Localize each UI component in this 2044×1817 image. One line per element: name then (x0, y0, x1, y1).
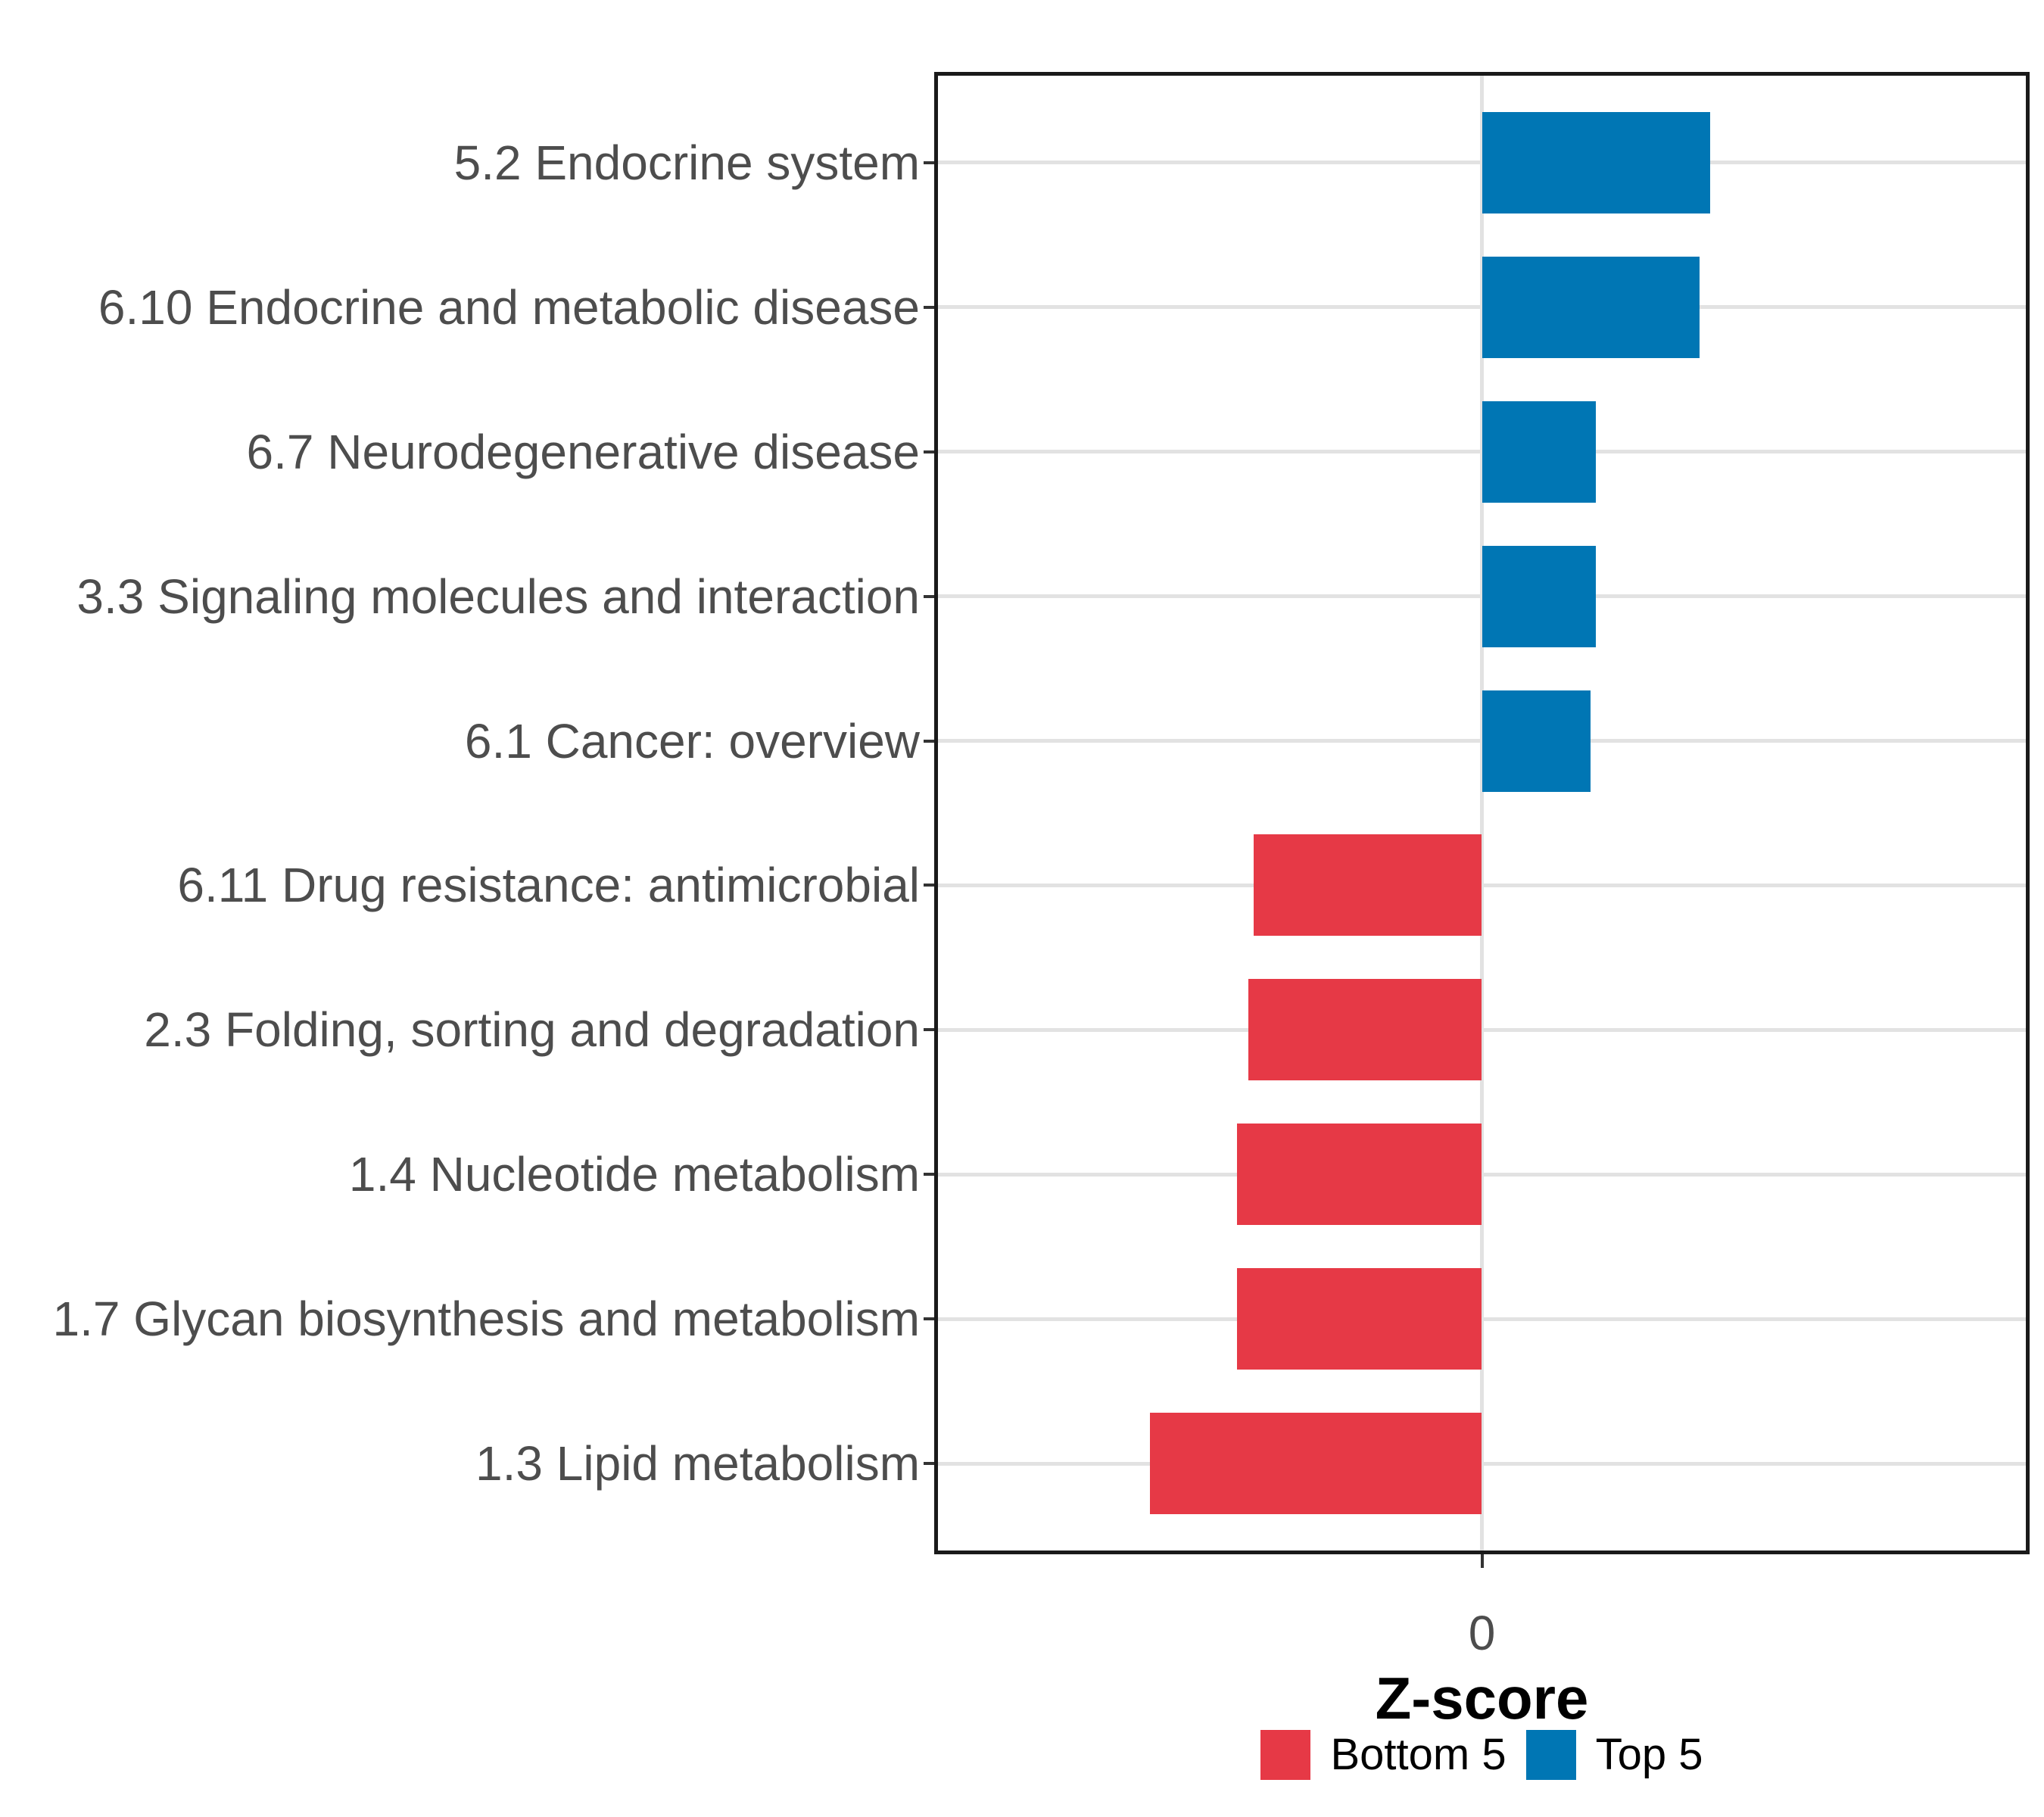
bar-6 (1253, 834, 1482, 937)
plot-panel: 0 Z-score 5.2 Endocrine system 6.10 Endoc… (53, 72, 2030, 1731)
y-axis-tick (924, 594, 934, 598)
bar-7 (1248, 979, 1482, 1081)
bar-5 (1482, 690, 1591, 792)
zero-gridline (1480, 76, 1484, 1551)
y-axis-tick (924, 305, 934, 309)
legend: Bottom 5 Top 5 (938, 1730, 2026, 1780)
bar-3 (1482, 400, 1597, 503)
y-axis-label: 6.1 Cancer: overview (464, 713, 920, 768)
legend-label-bottom5: Bottom 5 (1330, 1730, 1507, 1779)
bar-1 (1482, 111, 1711, 213)
y-gridline (938, 883, 2026, 887)
y-axis-tick (924, 1462, 934, 1466)
bar-10 (1150, 1413, 1482, 1515)
legend-label-top5: Top 5 (1595, 1730, 1703, 1779)
y-gridline (938, 1317, 2026, 1321)
legend-key-bottom5-swatch (1260, 1730, 1311, 1780)
y-axis-tick (924, 739, 934, 743)
y-axis-label: 1.3 Lipid metabolism (475, 1436, 920, 1491)
y-axis-tick (924, 1028, 934, 1032)
y-gridline (938, 1461, 2026, 1466)
y-axis-tick (924, 1173, 934, 1177)
y-axis-label: 6.10 Endocrine and metabolic disease (98, 279, 920, 335)
y-gridline (938, 1172, 2026, 1177)
y-axis-label: 2.3 Folding, sorting and degradation (144, 1002, 920, 1058)
y-axis-tick (924, 884, 934, 887)
y-axis-tick (924, 161, 934, 164)
y-gridline (938, 1027, 2026, 1032)
y-axis-label: 3.3 Signaling molecules and interaction (76, 569, 920, 624)
legend-key-top5-swatch (1525, 1730, 1576, 1780)
y-axis-label: 5.2 Endocrine system (453, 135, 920, 190)
y-axis-label: 6.7 Neurodegenerative disease (246, 424, 921, 479)
x-axis-tick-label-zero: 0 (1468, 1606, 1496, 1660)
bar-8 (1237, 1124, 1482, 1226)
x-axis-tick (1480, 1554, 1484, 1568)
y-axis-label: 1.7 Glycan biosynthesis and metabolism (52, 1292, 920, 1347)
y-axis-tick (924, 1317, 934, 1321)
x-axis-title: Z-score (1375, 1665, 1589, 1731)
y-axis-tick (924, 450, 934, 453)
bar-4 (1482, 545, 1597, 647)
bar-9 (1237, 1268, 1482, 1370)
bar-2 (1482, 256, 1700, 358)
y-axis-label: 6.11 Drug resistance: antimicrobial (177, 858, 920, 913)
y-axis-label: 1.4 Nucleotide metabolism (348, 1147, 920, 1202)
